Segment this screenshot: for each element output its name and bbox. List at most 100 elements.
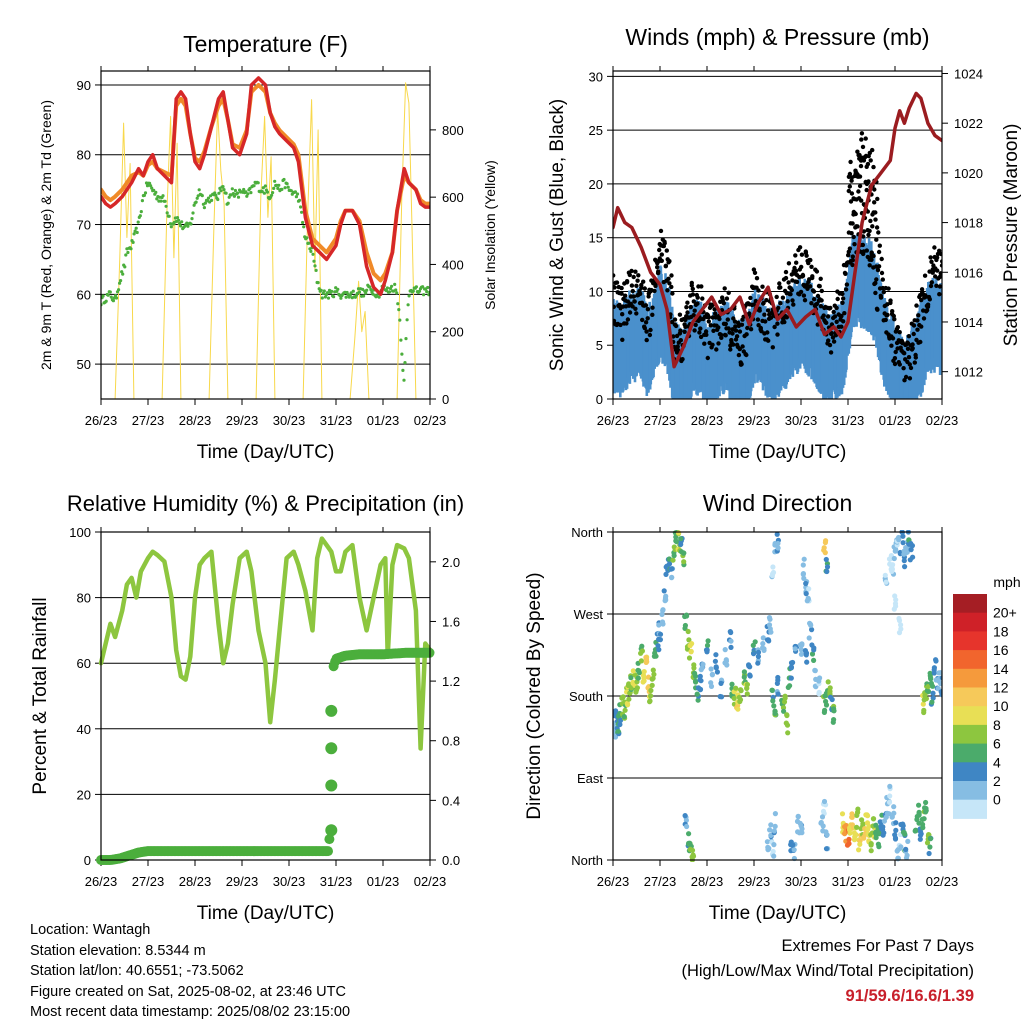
direction-point — [688, 649, 694, 655]
x-axis-label: Time (Day/UTC) — [709, 442, 847, 463]
direction-point — [781, 699, 788, 705]
gust-point — [919, 287, 925, 292]
direction-point — [903, 545, 909, 551]
point-dewpoint — [232, 194, 236, 198]
direction-point — [903, 550, 909, 556]
colorbar-label: 10 — [993, 698, 1009, 714]
point-dewpoint — [402, 378, 406, 382]
direction-point — [823, 556, 829, 563]
point-dewpoint — [294, 195, 298, 199]
gust-point — [613, 285, 617, 290]
gust-point — [858, 163, 864, 169]
gust-point — [906, 334, 912, 339]
gust-point — [700, 296, 705, 301]
direction-point — [920, 701, 926, 707]
gust-point — [873, 217, 878, 222]
point-dewpoint — [140, 199, 144, 203]
direction-point — [857, 841, 863, 847]
direction-point — [678, 541, 684, 548]
gust-point — [907, 376, 913, 381]
gust-point — [860, 144, 866, 150]
chart-panel-2: Winds (mph) & Pressure (mb) Time (Day/UTC… — [547, 24, 1022, 463]
point-dewpoint — [320, 296, 324, 300]
direction-point — [661, 588, 667, 594]
point-dewpoint — [175, 216, 180, 220]
gust-point — [670, 291, 675, 296]
gust-point — [716, 341, 721, 346]
direction-point — [798, 823, 804, 829]
gust-point — [785, 299, 790, 304]
x-tick-label: 29/23 — [738, 413, 771, 428]
direction-point — [651, 653, 658, 659]
gust-point — [786, 261, 792, 266]
gust-point — [860, 242, 866, 248]
gust-point — [630, 288, 635, 294]
direction-point — [731, 695, 737, 702]
gust-point — [691, 313, 696, 318]
gust-point — [818, 276, 823, 281]
point-dewpoint — [390, 284, 394, 288]
direction-point — [798, 647, 804, 653]
gust-point — [809, 264, 814, 269]
point-dewpoint — [203, 201, 207, 205]
direction-point — [727, 629, 733, 635]
direction-point — [824, 832, 830, 838]
direction-point — [917, 836, 923, 842]
location-text: Location: Wantagh — [30, 922, 151, 938]
direction-point — [694, 691, 700, 697]
point-dewpoint — [332, 295, 336, 299]
gust-point — [935, 268, 940, 273]
gust-point — [659, 258, 664, 263]
gust-point — [693, 322, 698, 328]
colorbar-swatch — [953, 612, 987, 632]
gust-point — [737, 329, 743, 334]
point-dewpoint — [101, 294, 105, 298]
gust-point — [867, 228, 872, 234]
gust-point — [849, 191, 855, 196]
gust-point — [762, 312, 767, 317]
direction-point — [695, 697, 701, 703]
direction-point — [905, 838, 911, 845]
gust-point — [870, 224, 875, 229]
gust-point — [802, 298, 808, 303]
direction-point — [881, 830, 887, 836]
direction-point — [821, 798, 828, 805]
direction-point — [774, 680, 781, 687]
gust-point — [810, 275, 815, 281]
point-dewpoint — [217, 191, 221, 195]
direction-point — [805, 596, 811, 602]
gust-point — [841, 319, 846, 324]
gust-point — [791, 302, 796, 307]
direction-point — [733, 685, 739, 691]
gust-point — [714, 347, 719, 352]
gust-point — [675, 344, 680, 349]
colorbar-swatch — [953, 762, 987, 782]
point-dewpoint — [150, 186, 154, 190]
direction-point — [729, 681, 735, 687]
direction-point — [656, 622, 662, 628]
point-dewpoint — [121, 272, 125, 276]
direction-point — [925, 683, 931, 690]
point-dewpoint — [271, 191, 275, 195]
gust-point — [761, 301, 766, 306]
x-tick-label: 31/23 — [320, 413, 353, 428]
y-tick-label: North — [571, 525, 603, 540]
point-dewpoint — [245, 194, 249, 198]
direction-point — [860, 821, 866, 827]
point-dewpoint — [189, 222, 193, 226]
point-dewpoint — [169, 225, 173, 229]
point-dewpoint — [148, 181, 152, 185]
direction-point — [812, 668, 818, 674]
gust-point — [699, 284, 704, 289]
gust-point — [627, 310, 633, 315]
point-dewpoint — [195, 196, 199, 200]
gust-point — [619, 285, 624, 291]
point-dewpoint — [142, 193, 146, 197]
direction-point — [622, 707, 628, 713]
point-dewpoint — [311, 252, 315, 256]
gust-point — [692, 308, 697, 313]
point-dewpoint — [406, 303, 410, 307]
gust-point — [934, 255, 940, 260]
gust-point — [859, 137, 864, 142]
gust-point — [874, 237, 879, 242]
